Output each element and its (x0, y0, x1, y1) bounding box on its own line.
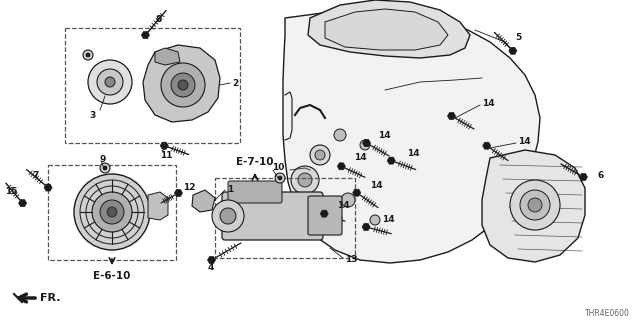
Circle shape (298, 173, 312, 187)
Circle shape (86, 53, 90, 57)
Bar (215, 178, 355, 258)
Text: 14: 14 (407, 148, 420, 157)
Polygon shape (192, 190, 215, 212)
Circle shape (520, 190, 550, 220)
Polygon shape (362, 223, 370, 230)
Polygon shape (44, 184, 52, 191)
Polygon shape (447, 113, 456, 119)
Circle shape (528, 198, 542, 212)
Polygon shape (509, 47, 517, 54)
Text: FR.: FR. (40, 293, 61, 303)
Text: E-7-10: E-7-10 (236, 157, 274, 167)
Circle shape (360, 140, 370, 150)
Text: 10: 10 (272, 164, 284, 172)
Circle shape (88, 60, 132, 104)
Polygon shape (19, 200, 27, 206)
Polygon shape (155, 48, 180, 65)
Text: THR4E0600: THR4E0600 (585, 308, 630, 317)
Circle shape (103, 166, 107, 170)
Polygon shape (325, 9, 448, 50)
Circle shape (212, 200, 244, 232)
Circle shape (92, 192, 132, 232)
Text: 11: 11 (160, 150, 173, 159)
Circle shape (510, 180, 560, 230)
Circle shape (74, 174, 150, 250)
Text: 14: 14 (518, 137, 531, 146)
Text: 14: 14 (482, 99, 495, 108)
Circle shape (275, 173, 285, 183)
Circle shape (100, 163, 110, 173)
Circle shape (315, 150, 325, 160)
Text: 14: 14 (382, 215, 395, 225)
Text: 7: 7 (32, 171, 38, 180)
FancyBboxPatch shape (222, 192, 323, 240)
Polygon shape (175, 189, 182, 196)
Text: 1: 1 (227, 186, 233, 195)
Circle shape (310, 145, 330, 165)
Circle shape (107, 207, 117, 217)
Bar (48, 165, 176, 260)
Polygon shape (387, 157, 396, 164)
Polygon shape (283, 10, 540, 263)
Circle shape (178, 80, 188, 90)
Circle shape (161, 63, 205, 107)
Circle shape (105, 77, 115, 87)
Polygon shape (148, 192, 168, 220)
Polygon shape (483, 142, 491, 149)
Polygon shape (353, 189, 361, 196)
Polygon shape (143, 45, 220, 122)
Circle shape (293, 198, 317, 222)
FancyBboxPatch shape (308, 196, 342, 235)
Polygon shape (482, 150, 585, 262)
Circle shape (220, 208, 236, 224)
Polygon shape (207, 257, 216, 263)
Circle shape (341, 193, 355, 207)
Circle shape (291, 166, 319, 194)
Circle shape (83, 50, 93, 60)
Text: 9: 9 (100, 156, 106, 164)
Text: 2: 2 (232, 78, 238, 87)
Circle shape (278, 176, 282, 180)
Text: 14: 14 (378, 132, 390, 140)
Polygon shape (141, 32, 149, 38)
Text: 14: 14 (354, 154, 367, 163)
Text: 14: 14 (370, 180, 383, 189)
Text: 15: 15 (5, 188, 17, 196)
Text: 3: 3 (90, 110, 96, 119)
Circle shape (299, 204, 311, 216)
Text: 14: 14 (337, 202, 349, 211)
Text: 8: 8 (155, 15, 161, 25)
Polygon shape (337, 163, 346, 170)
Bar (65, 28, 240, 143)
Circle shape (334, 129, 346, 141)
Text: 5: 5 (515, 34, 521, 43)
Polygon shape (308, 0, 470, 58)
Text: 13: 13 (345, 255, 358, 265)
Circle shape (171, 73, 195, 97)
Text: 4: 4 (208, 263, 214, 273)
Text: E-6-10: E-6-10 (93, 271, 131, 281)
Text: 6: 6 (597, 171, 604, 180)
Polygon shape (362, 140, 371, 147)
Polygon shape (320, 210, 328, 217)
Circle shape (370, 215, 380, 225)
Polygon shape (579, 173, 588, 180)
Circle shape (97, 69, 123, 95)
Polygon shape (160, 142, 168, 149)
Circle shape (100, 200, 124, 224)
FancyBboxPatch shape (228, 181, 282, 203)
Text: 12: 12 (183, 183, 195, 193)
